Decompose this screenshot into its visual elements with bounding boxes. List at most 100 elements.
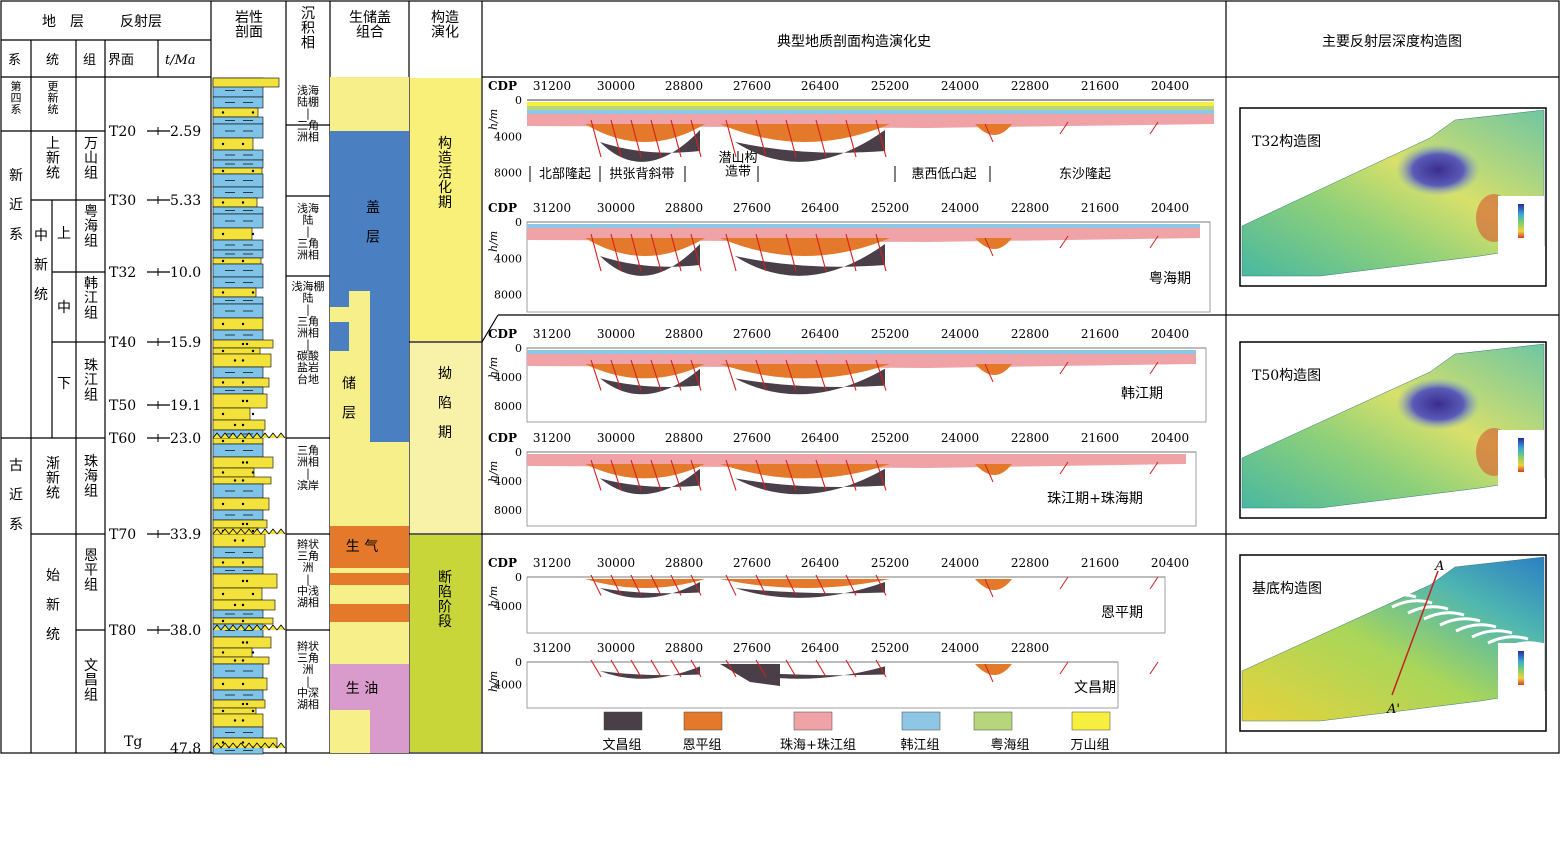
strata-columns: 第四系 新 近 系 古 近 系 更新统 上新统 中 新 统 渐新统 始 新 统 …: [9, 79, 98, 703]
map-fault-white: [1487, 635, 1529, 645]
section-cdp-label: CDP: [488, 79, 517, 93]
reflector-age: 47.8: [170, 741, 201, 757]
section-cdp-tick: 25200: [871, 556, 909, 570]
section-cdp-tick: 25200: [871, 201, 909, 215]
litho-dot: [241, 461, 245, 464]
section-depth-tick: 8000: [494, 167, 522, 180]
facies-4: 三角洲相|滨岸: [297, 444, 319, 492]
litho-dot: [241, 539, 245, 542]
formation-enping: 恩平组: [84, 548, 98, 593]
legend-label: 恩平组: [682, 738, 721, 753]
litho-dot: [251, 412, 255, 416]
section-fault: [650, 233, 662, 272]
section-line-start: A: [1434, 559, 1444, 574]
section-wenchang: [735, 666, 885, 679]
system-paleogene: 古 近 系: [9, 458, 23, 533]
litho-dot: [241, 719, 245, 722]
section-cdp-label: CDP: [488, 556, 517, 570]
litho-layer: [212, 137, 254, 151]
section-sag: [975, 238, 1012, 249]
section-fault: [670, 119, 682, 158]
section-fault: [875, 459, 887, 491]
section-fault: [670, 359, 682, 391]
map-scale-bar: [1518, 651, 1524, 685]
section-fault: [1059, 235, 1069, 249]
combo-column: 盖 层 储 层 生 气 生 油: [330, 77, 409, 753]
series-miocene: 中 新 统: [34, 228, 48, 303]
system-neogene: 新 近 系: [9, 168, 23, 243]
section-fault: [630, 659, 642, 678]
litho-layer: [212, 167, 263, 175]
section-wenchang: [735, 130, 885, 162]
litho-dot: [251, 111, 255, 114]
map-depression: [1396, 144, 1480, 196]
litho-layer: [212, 116, 264, 125]
section-cdp-tick: 20400: [1151, 556, 1189, 570]
litho-layer: [212, 689, 264, 701]
litho-layer: [212, 557, 264, 568]
litho-dot: [245, 702, 249, 706]
section-fault: [1149, 576, 1159, 590]
header-age: t/Ma: [165, 53, 196, 68]
section-fault: [1059, 461, 1069, 475]
section-fault: [630, 233, 642, 272]
lithology-column: [212, 77, 286, 755]
litho-layer: [212, 677, 268, 691]
reflector-age: 19.1: [170, 398, 201, 414]
litho-dot: [245, 342, 249, 346]
section-fault: [815, 119, 827, 158]
reflector-name: T50: [109, 398, 136, 414]
section-cdp-tick: 20400: [1151, 79, 1189, 93]
section-frame: [526, 661, 1119, 709]
litho-dot: [233, 659, 237, 662]
litho-layer: [212, 699, 266, 709]
litho-dot: [221, 381, 225, 384]
litho-layer: [212, 276, 264, 289]
section-fault: [1059, 576, 1069, 590]
section-line: [1391, 570, 1439, 696]
section-fault: [610, 659, 622, 678]
section-cdp-tick: 21600: [1081, 431, 1119, 445]
section-depth-tick: 0: [515, 216, 522, 229]
section-depth-tick: 4000: [494, 371, 522, 384]
section-enping: [585, 364, 705, 379]
section-fault: [590, 459, 602, 491]
section-depth-tick: 8000: [494, 400, 522, 413]
section-sag: [975, 364, 1012, 375]
reflector-name: T30: [109, 193, 136, 209]
section-panel: CDP 31200 30000 28800 27600 26400 25200 24000 22…: [487, 79, 1214, 182]
legend-label: 粤海组: [990, 737, 1029, 753]
litho-dot: [251, 529, 255, 533]
litho-dot: [233, 603, 237, 607]
reflector-name: T70: [109, 527, 136, 543]
map-title: 基底构造图: [1252, 580, 1322, 597]
litho-dot: [221, 741, 225, 744]
section-cdp-tick: 31200: [533, 641, 571, 655]
section-fault: [755, 459, 767, 491]
litho-layer: [212, 123, 264, 139]
litho-dot: [221, 471, 225, 474]
section-cdp-tick: 24000: [941, 327, 979, 341]
map-fault-white: [1455, 623, 1497, 633]
section-stage-label: 恩平期: [1101, 605, 1143, 621]
section-fault: [610, 233, 622, 272]
section-fault: [630, 359, 642, 391]
section-cdp-tick: 21600: [1081, 327, 1119, 341]
section-fault: [670, 233, 682, 272]
litho-layer: [212, 533, 266, 548]
section-cdp-tick: 25200: [871, 79, 909, 93]
litho-dot: [241, 659, 245, 662]
section-fault: [1149, 361, 1159, 375]
section-cdp-tick: 28800: [665, 201, 703, 215]
litho-dot: [251, 651, 255, 654]
facies-column: 浅海陆棚|三角洲相 浅海陆|三角洲相 浅海棚陆|三角洲相|碳酸盐岩台地 三角洲相…: [292, 83, 325, 711]
litho-dot: [251, 349, 255, 353]
section-fault: [690, 233, 702, 272]
map-scale-bar: [1518, 204, 1524, 238]
litho-layer: [212, 587, 263, 601]
section-cdp-tick: 25200: [871, 641, 909, 655]
litho-dot: [241, 259, 245, 263]
litho-dot: [221, 169, 225, 173]
section-panel: CDP 31200 30000 28800 27600 26400 25200 24000 22…: [487, 556, 1189, 634]
